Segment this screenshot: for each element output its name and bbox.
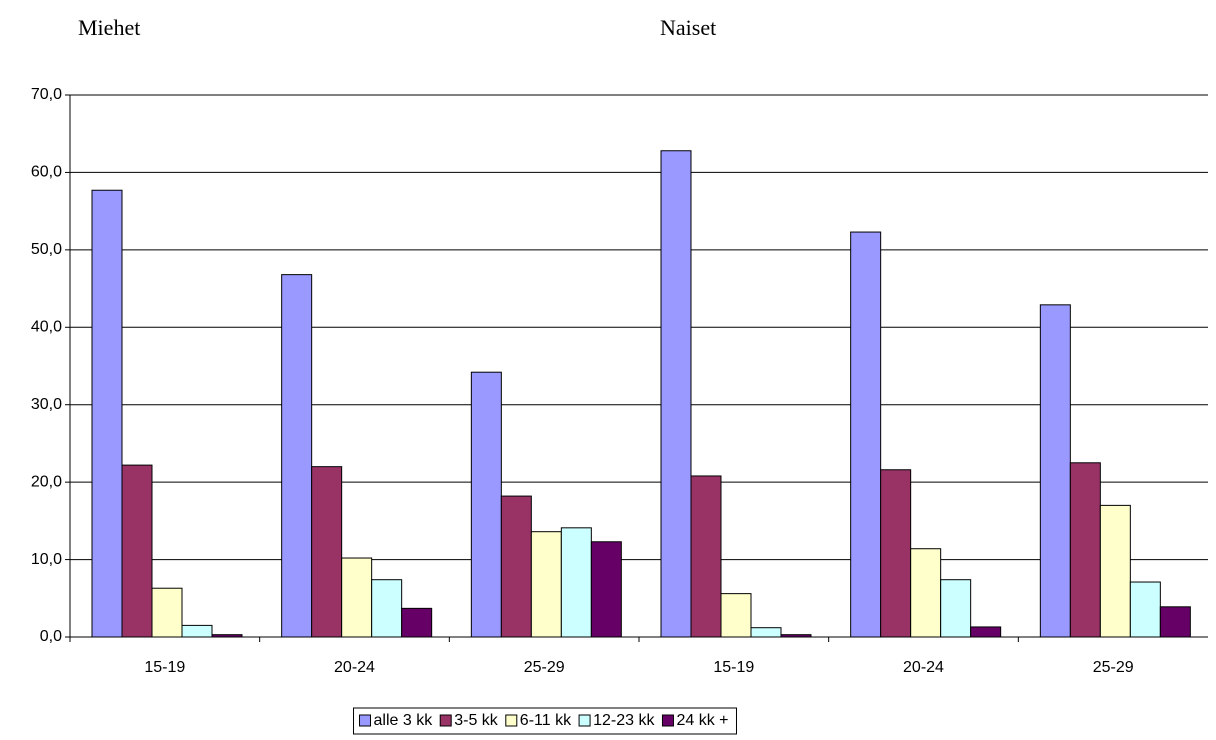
bar	[1129, 581, 1161, 638]
bar	[1069, 462, 1101, 638]
bar	[311, 466, 343, 638]
bar	[500, 495, 532, 638]
bar	[1099, 504, 1131, 638]
legend-label: 24 kk +	[676, 712, 728, 729]
y-tick-label: 70,0	[31, 86, 62, 103]
legend-label: 6-11 kk	[520, 712, 572, 729]
x-tick-label: 20-24	[903, 659, 944, 676]
legend-label: 3-5 kk	[454, 712, 499, 729]
bar	[341, 557, 373, 638]
legend-swatch	[505, 714, 518, 727]
x-tick-label: 25-29	[1093, 659, 1134, 676]
bar	[690, 475, 722, 638]
bar	[281, 274, 313, 638]
bar	[660, 150, 692, 638]
bar	[151, 587, 183, 638]
bar	[401, 607, 433, 638]
legend-swatch	[359, 714, 372, 727]
bar	[910, 548, 942, 638]
bar	[1039, 304, 1071, 638]
bar	[850, 231, 882, 638]
bar	[590, 541, 622, 638]
bar	[371, 579, 403, 638]
x-tick-label: 25-29	[524, 659, 565, 676]
legend-swatch	[439, 714, 452, 727]
bar	[970, 626, 1002, 638]
bar	[121, 464, 153, 638]
group-label: Miehet	[78, 15, 140, 40]
bar	[91, 189, 123, 638]
x-tick-label: 15-19	[713, 659, 754, 676]
group-label: Naiset	[660, 15, 716, 40]
y-tick-label: 60,0	[31, 164, 62, 181]
y-tick-label: 10,0	[31, 551, 62, 568]
bar	[181, 624, 213, 638]
legend-label: alle 3 kk	[374, 712, 434, 729]
legend-swatch	[578, 714, 591, 727]
legend-label: 12-23 kk	[593, 712, 655, 729]
legend-swatch	[661, 714, 674, 727]
bar	[750, 627, 782, 638]
bar	[940, 579, 972, 638]
x-tick-label: 20-24	[334, 659, 375, 676]
y-tick-label: 40,0	[31, 319, 62, 336]
bar	[470, 371, 502, 638]
y-tick-label: 30,0	[31, 396, 62, 413]
bar	[1159, 606, 1191, 638]
bar	[720, 593, 752, 638]
bar	[530, 531, 562, 638]
y-tick-label: 0,0	[40, 628, 62, 645]
bar	[560, 527, 592, 638]
x-tick-label: 15-19	[144, 659, 185, 676]
y-tick-label: 20,0	[31, 473, 62, 490]
bar	[880, 469, 912, 638]
y-tick-label: 50,0	[31, 241, 62, 258]
